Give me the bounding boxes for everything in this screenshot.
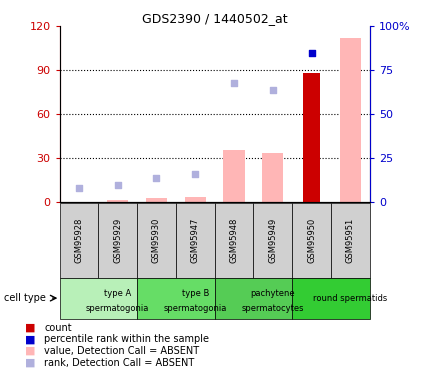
Bar (340, 38, 361, 203)
Text: GSM95928: GSM95928 (74, 217, 83, 262)
Bar (176, 202, 215, 278)
Text: GSM95948: GSM95948 (230, 217, 238, 262)
Bar (60, 278, 137, 319)
Text: ■: ■ (25, 334, 35, 344)
Bar (137, 278, 215, 319)
Point (269, 87, 276, 93)
Point (308, 200, 315, 206)
Bar (215, 278, 292, 319)
Text: GSM95951: GSM95951 (346, 217, 355, 262)
Bar (262, 153, 283, 203)
Text: cell type: cell type (4, 293, 46, 303)
Point (114, 182, 121, 188)
Text: spermatocytes: spermatocytes (241, 304, 304, 313)
Text: ■: ■ (25, 346, 35, 356)
Bar (303, 73, 320, 202)
Text: spermatogonia: spermatogonia (164, 304, 227, 313)
Point (192, 171, 198, 177)
Text: pachytene: pachytene (250, 289, 295, 298)
Text: GSM95929: GSM95929 (113, 217, 122, 262)
Title: GDS2390 / 1440502_at: GDS2390 / 1440502_at (142, 12, 287, 25)
Text: spermatogonia: spermatogonia (86, 304, 149, 313)
Bar (107, 200, 128, 202)
Bar (224, 150, 245, 202)
Point (76, 185, 82, 191)
Text: GSM95949: GSM95949 (268, 217, 277, 262)
Point (231, 80, 238, 86)
Bar (253, 202, 292, 278)
Text: value, Detection Call = ABSENT: value, Detection Call = ABSENT (44, 346, 199, 356)
Text: GSM95930: GSM95930 (152, 217, 161, 262)
Text: rank, Detection Call = ABSENT: rank, Detection Call = ABSENT (44, 358, 195, 368)
Text: round spermatids: round spermatids (313, 294, 388, 303)
Bar (292, 278, 370, 319)
Bar (331, 202, 370, 278)
Bar (184, 196, 206, 202)
Text: type A: type A (104, 289, 131, 298)
Text: ■: ■ (25, 358, 35, 368)
Bar (215, 202, 253, 278)
Text: GSM95947: GSM95947 (191, 217, 200, 262)
Point (153, 175, 160, 181)
Bar (60, 202, 98, 278)
Bar (137, 202, 176, 278)
Bar (98, 202, 137, 278)
Bar (146, 198, 167, 202)
Text: GSM95950: GSM95950 (307, 217, 316, 262)
Text: percentile rank within the sample: percentile rank within the sample (44, 334, 210, 344)
Text: type B: type B (181, 289, 209, 298)
Text: count: count (44, 322, 72, 333)
Point (308, 50, 315, 56)
Text: ■: ■ (25, 322, 35, 333)
Point (347, 9, 354, 15)
Bar (292, 202, 331, 278)
